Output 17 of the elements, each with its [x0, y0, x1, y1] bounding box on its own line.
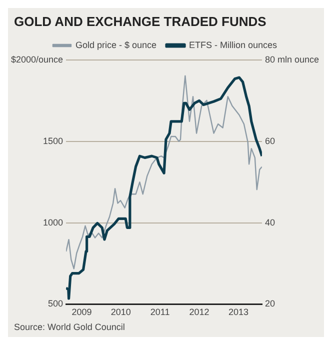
y-tick-label: 500	[48, 298, 64, 309]
y2-tick-label: 20	[264, 298, 275, 309]
x-tick-label: 2012	[189, 307, 210, 318]
x-tick-label: 2011	[150, 307, 170, 318]
chart-title: GOLD AND EXCHANGE TRADED FUNDS	[13, 13, 268, 31]
source-note: Source: World Gold Council	[13, 321, 126, 333]
y-tick-label: $2000/ounce	[10, 54, 64, 64]
y2-tick-label: 40	[264, 217, 275, 228]
x-tick-label: 2010	[110, 307, 131, 318]
x-tick-label: 2009	[72, 307, 92, 318]
legend-label: Gold price - $ ounce	[75, 40, 157, 50]
y2-tick-label: 80 mln ounce	[264, 54, 320, 64]
y2-tick-label: 60	[264, 136, 275, 146]
legend-label: ETFS - Million ounces	[189, 40, 278, 50]
x-tick-label: 2013	[228, 307, 248, 318]
y-tick-label: 1500	[43, 136, 64, 146]
y-tick-label: 1000	[43, 217, 64, 228]
